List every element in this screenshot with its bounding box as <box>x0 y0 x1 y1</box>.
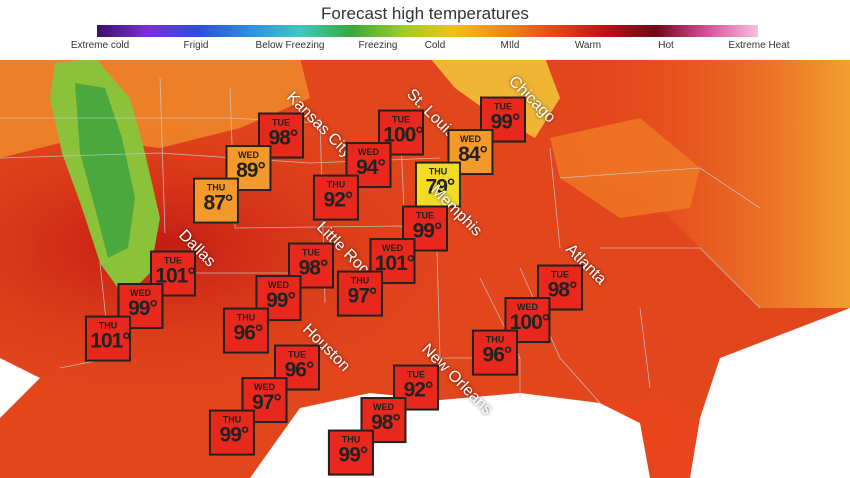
scale-label-extreme-heat: Extreme Heat <box>728 40 790 51</box>
forecast-temperature: 97° <box>347 284 377 308</box>
scale-label-mild: MIld <box>500 40 520 51</box>
scale-label-freezing: Freezing <box>358 40 398 51</box>
header: Forecast high temperatures Extreme cold … <box>0 0 850 60</box>
rockies-mild-core <box>75 83 135 258</box>
forecast-temperature: 96° <box>233 321 263 345</box>
atlantic-ocean <box>690 308 850 478</box>
forecast-temperature: 87° <box>203 191 233 215</box>
forecast-tile-thu: THU 101° <box>84 315 131 362</box>
temperature-color-scale <box>97 25 758 37</box>
forecast-tile-thu: THU 96° <box>222 307 269 354</box>
scale-label-extreme-cold: Extreme cold <box>70 40 130 51</box>
ohio-valley-area <box>550 118 700 218</box>
florida-peninsula <box>600 398 700 478</box>
forecast-tile-thu: THU 87° <box>192 177 239 224</box>
scale-label-hot: Hot <box>658 40 674 51</box>
page-title: Forecast high temperatures <box>321 4 529 23</box>
forecast-temperature: 99° <box>219 423 249 447</box>
forecast-tile-thu: THU 92° <box>312 174 359 221</box>
forecast-tile-thu: THU 97° <box>336 270 383 317</box>
scale-label-below-freezing: Below Freezing <box>255 40 325 51</box>
scale-label-warm: Warm <box>574 40 602 51</box>
forecast-temperature: 99° <box>338 443 368 467</box>
forecast-tile-thu: THU 99° <box>208 409 255 456</box>
scale-label-frigid: Frigid <box>183 40 209 51</box>
forecast-temperature: 96° <box>482 343 512 367</box>
forecast-temperature: 92° <box>323 188 353 212</box>
forecast-tile-thu: THU 99° <box>327 429 374 476</box>
scale-label-cold: Cold <box>424 40 446 51</box>
pacific-coast-area <box>0 358 40 418</box>
forecast-tile-thu: THU 96° <box>471 329 518 376</box>
forecast-temperature: 101° <box>90 329 130 353</box>
